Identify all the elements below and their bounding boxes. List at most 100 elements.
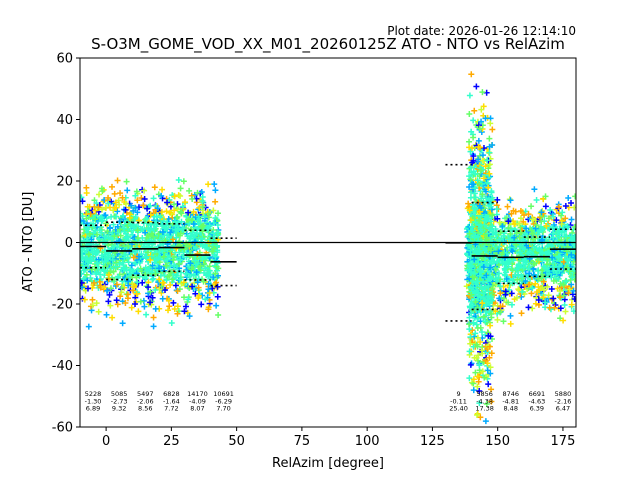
data-point [89, 296, 96, 303]
data-point [194, 251, 201, 258]
data-point [470, 376, 477, 383]
data-point [480, 152, 486, 159]
data-point [520, 264, 527, 271]
data-point [158, 192, 165, 199]
data-point [206, 222, 213, 229]
data-point [469, 159, 476, 166]
data-point [134, 227, 141, 234]
data-point [145, 284, 152, 291]
data-point [172, 226, 179, 233]
data-point [150, 233, 157, 240]
data-point [564, 256, 571, 263]
data-point [488, 188, 495, 195]
data-point [144, 205, 151, 212]
data-point [124, 187, 131, 194]
data-point [500, 232, 507, 239]
data-point [171, 207, 178, 214]
data-point [479, 300, 486, 307]
data-point [128, 262, 135, 269]
data-point [483, 234, 490, 241]
data-point [147, 288, 154, 295]
data-point [108, 183, 115, 190]
data-point [477, 188, 484, 195]
data-point [148, 253, 155, 260]
bin-annotation-text: 6828 [163, 390, 180, 398]
data-point [529, 285, 536, 292]
data-point [555, 203, 562, 210]
data-point [143, 311, 150, 318]
data-point [189, 283, 196, 290]
data-point [486, 149, 493, 156]
data-point [474, 334, 481, 341]
data-point [156, 276, 163, 283]
data-point [197, 262, 204, 269]
data-point [466, 230, 473, 237]
data-point [202, 296, 209, 303]
data-point [118, 266, 125, 273]
data-point [568, 216, 575, 223]
data-point [471, 234, 478, 241]
bin-annotation-text: 8.48 [503, 405, 517, 413]
data-point [96, 191, 103, 198]
bin-annotation-text: 8.56 [138, 405, 152, 413]
data-point [135, 235, 142, 242]
data-point [156, 259, 163, 266]
data-point [488, 257, 495, 264]
data-point [195, 284, 202, 291]
data-point [164, 273, 171, 280]
data-point [467, 217, 474, 224]
data-point [140, 297, 147, 304]
data-point [101, 284, 108, 291]
data-point [499, 223, 506, 230]
data-point [500, 318, 507, 325]
data-point [530, 265, 537, 272]
data-point [571, 204, 576, 211]
data-point [156, 265, 163, 272]
data-point [95, 235, 102, 242]
data-point [95, 308, 102, 315]
data-point [156, 248, 163, 255]
data-point [571, 296, 576, 303]
data-point [560, 317, 567, 324]
data-point [175, 177, 182, 184]
data-point [195, 292, 202, 299]
data-point [468, 128, 475, 135]
data-point [138, 268, 145, 275]
data-point [215, 210, 222, 217]
data-point [478, 195, 485, 202]
data-point [517, 229, 524, 236]
data-point [480, 225, 487, 232]
data-point [466, 248, 473, 255]
data-point [167, 281, 174, 288]
data-point [102, 212, 109, 219]
data-point [109, 314, 116, 321]
data-point [159, 248, 166, 255]
data-point [571, 254, 576, 261]
data-point [117, 226, 124, 233]
data-point [195, 213, 202, 220]
data-point [165, 297, 172, 304]
data-point [480, 263, 487, 270]
bin-annotation-text: 5497 [137, 390, 154, 398]
data-point [130, 207, 137, 214]
data-point [99, 188, 106, 195]
data-point [213, 263, 220, 270]
data-point [568, 199, 575, 206]
data-point [544, 283, 551, 290]
data-point [534, 256, 541, 263]
data-point [158, 289, 165, 296]
bin-annotation-text: 25.40 [449, 405, 468, 413]
data-point [518, 310, 525, 317]
data-point [131, 234, 138, 241]
data-point [534, 268, 541, 275]
data-point [568, 301, 575, 308]
data-point [482, 319, 489, 326]
y-tick-label: 0 [65, 236, 73, 251]
data-point [483, 217, 490, 224]
data-point [483, 176, 490, 183]
data-point [466, 92, 473, 99]
data-point [140, 202, 147, 209]
data-point [475, 144, 482, 151]
data-point [167, 269, 174, 276]
data-point [116, 218, 123, 225]
